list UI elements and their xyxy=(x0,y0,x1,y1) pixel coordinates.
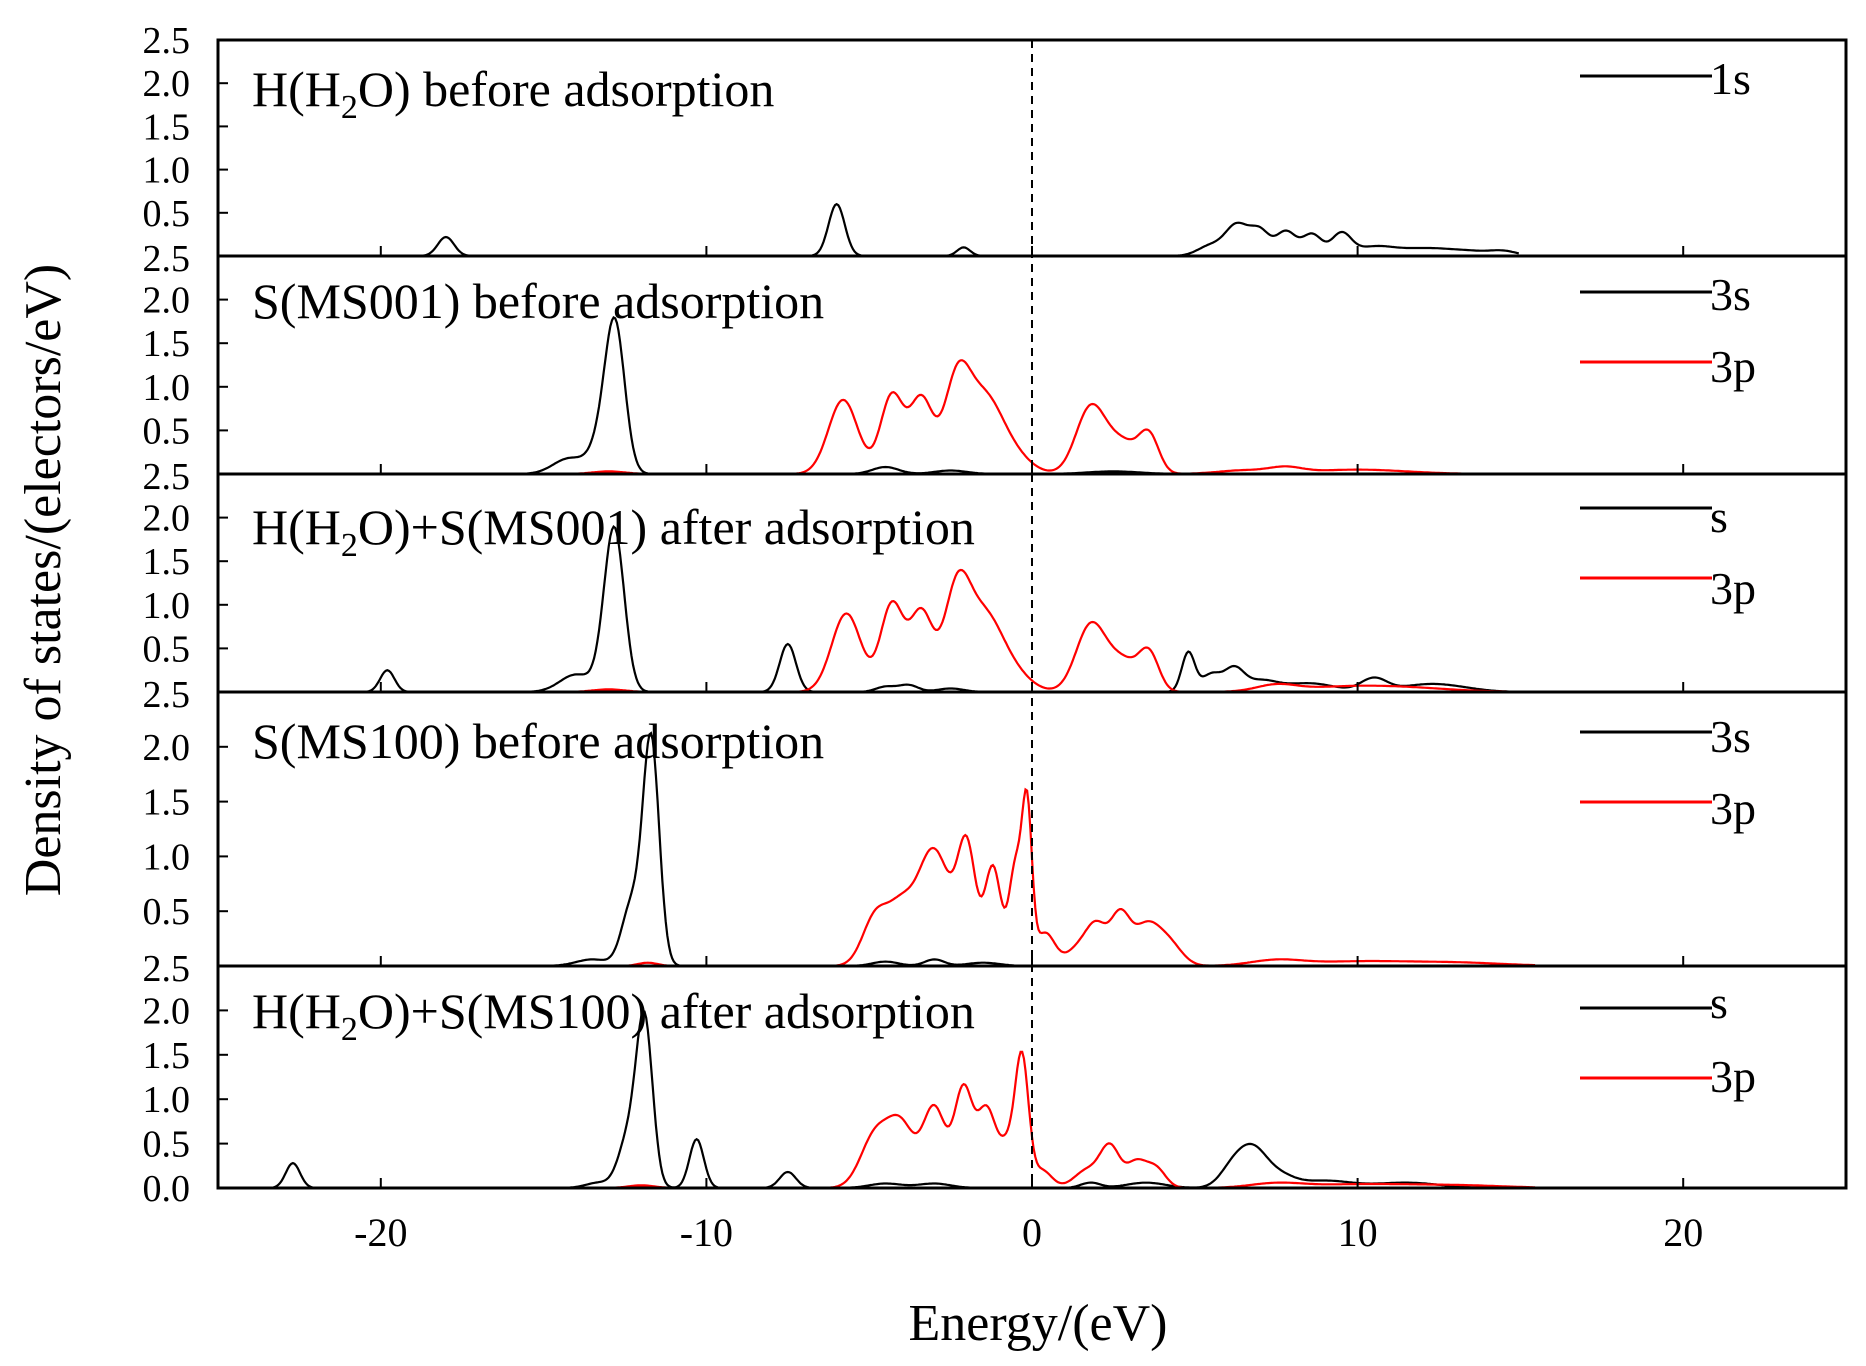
plot-layer: 2.52.01.51.00.52.52.52.01.51.00.52.52.01… xyxy=(143,20,1848,1255)
y-tick-label-p5-1: 1.5 xyxy=(143,1035,191,1077)
panel-title-h-h2o-s-ms001-after: H(H2O)+S(MS001) after adsorption xyxy=(252,499,975,564)
y-tick-label-p1-1: 2.0 xyxy=(143,63,191,105)
y-tick-label-p4-1: 2.0 xyxy=(143,727,191,769)
legend-label-s: s xyxy=(1710,491,1728,542)
panel-h-h2o-s-ms100-after: H(H2O)+S(MS100) after adsorption s 3p xyxy=(252,977,1756,1102)
y-tick-label-p5-2: 1.0 xyxy=(143,1079,191,1121)
y-tick-label-p4-3: 1.0 xyxy=(143,836,191,878)
y-tick-label-p1-4: 0.5 xyxy=(143,193,191,235)
y-tick-label-p2-4: 0.5 xyxy=(143,410,191,452)
x-axis-label: Energy/(eV) xyxy=(909,1295,1168,1352)
y-tick-label-p5-3: 0.5 xyxy=(143,1124,191,1166)
panel-s-ms001-before: S(MS001) before adsorption 3s 3p xyxy=(252,269,1756,392)
y-tick-label-p2-2: 1.5 xyxy=(143,323,191,365)
panel-h-h2o-s-ms001-after: H(H2O)+S(MS001) after adsorption s 3p xyxy=(252,491,1756,614)
panel-s-ms100-before: S(MS100) before adsorption 3s 3p xyxy=(252,711,1756,834)
panel-title-h-h2o-before: H(H2O) before adsorption xyxy=(252,61,774,126)
panel-h-h2o-before: H(H2O) before adsorption 1s xyxy=(252,53,1751,126)
y-tick-label-p3-2: 1.5 xyxy=(143,541,191,583)
y-tick-label-p4-2: 1.5 xyxy=(143,782,191,824)
y-tick-label-p2-0: 2.5 xyxy=(143,456,191,498)
y-tick-label-p3-3: 1.0 xyxy=(143,585,191,627)
y-tick-label-p2-3: 1.0 xyxy=(143,367,191,409)
legend-label-1s: 1s xyxy=(1710,53,1751,104)
y-tick-label-p5-0: 2.0 xyxy=(143,990,191,1032)
legend-label-3p: 3p xyxy=(1710,783,1756,834)
y-tick-label-p1-0: 2.5 xyxy=(143,238,191,280)
x-tick-label-1: -10 xyxy=(680,1210,733,1255)
legend-label-3s: 3s xyxy=(1710,269,1751,320)
panel-title-h-h2o-s-ms100-after: H(H2O)+S(MS100) after adsorption xyxy=(252,983,975,1048)
y-tick-label-p1-3: 1.0 xyxy=(143,150,191,192)
y-tick-label-p3-0: 2.5 xyxy=(143,674,191,716)
x-tick-label-2: 0 xyxy=(1022,1210,1042,1255)
panel-title-s-ms100-before: S(MS100) before adsorption xyxy=(252,713,824,769)
legend-label-3p: 3p xyxy=(1710,341,1756,392)
x-tick-label-0: -20 xyxy=(354,1210,407,1255)
y-axis-label: Density of states/(electors/eV) xyxy=(15,264,72,896)
legend-label-3s: 3s xyxy=(1710,711,1751,762)
legend-label-s: s xyxy=(1710,977,1728,1028)
y-tick-label-p2-1: 2.0 xyxy=(143,280,191,322)
y-tick-label-top: 2.5 xyxy=(143,20,191,62)
legend-label-3p: 3p xyxy=(1710,1051,1756,1102)
y-tick-label-p3-1: 2.0 xyxy=(143,498,191,540)
x-tick-label-4: 20 xyxy=(1663,1210,1703,1255)
y-tick-label-p1-2: 1.5 xyxy=(143,106,191,148)
panel-title-s-ms001-before: S(MS001) before adsorption xyxy=(252,273,824,329)
y-tick-label-p3-4: 0.5 xyxy=(143,628,191,670)
y-tick-label-p5-4: 0.0 xyxy=(143,1168,191,1210)
y-tick-label-p4-0: 2.5 xyxy=(143,948,191,990)
y-tick-label-p4-4: 0.5 xyxy=(143,891,191,933)
legend-label-3p: 3p xyxy=(1710,563,1756,614)
x-tick-label-3: 10 xyxy=(1338,1210,1378,1255)
